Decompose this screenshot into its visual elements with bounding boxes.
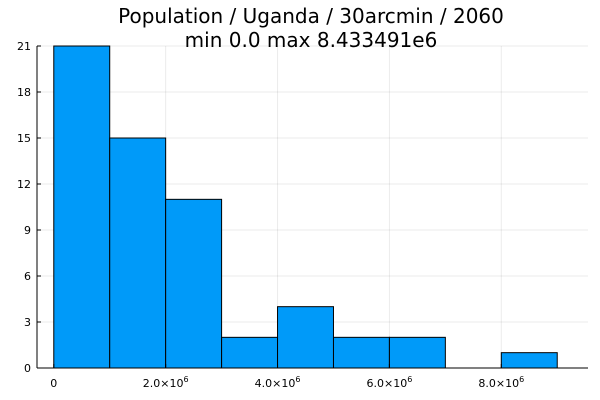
y-tick-label-3: 9	[24, 224, 31, 237]
x-tick-label-4: 8.0×106	[478, 375, 524, 390]
histogram-bar-5	[332, 336, 390, 369]
chart-title-line-2: min 0.0 max 8.433491e6	[185, 28, 438, 52]
y-tick-label-5: 15	[17, 132, 31, 145]
y-tick-label-0: 0	[24, 362, 31, 375]
x-tick-label-3: 6.0×106	[367, 375, 413, 390]
y-tick-label-7: 21	[17, 40, 31, 53]
y-axis-ticks: 0 3 6 9 12 15 18 21	[17, 40, 41, 375]
y-tick-label-1: 3	[24, 316, 31, 329]
x-tick-label-0: 0	[50, 377, 57, 390]
x-tick-label-1: 2.0×106	[143, 375, 189, 390]
histogram-bar-4	[277, 306, 334, 369]
histogram-bar-0	[53, 45, 111, 369]
histogram-bar-8	[500, 352, 558, 369]
y-tick-label-2: 6	[24, 270, 31, 283]
histogram-bar-6	[388, 336, 446, 369]
histogram-bars	[53, 45, 558, 369]
histogram-bar-3	[221, 336, 279, 369]
x-axis-ticks: 0 2.0×106 4.0×106 6.0×106 8.0×106	[50, 364, 524, 390]
x-tick-label-2: 4.0×106	[255, 375, 301, 390]
y-tick-label-4: 12	[17, 178, 31, 191]
chart-title-line-1: Population / Uganda / 30arcmin / 2060	[118, 4, 504, 28]
histogram-bar-1	[109, 137, 167, 369]
y-tick-label-6: 18	[17, 86, 31, 99]
histogram-bar-2	[165, 198, 223, 369]
axes	[36, 46, 588, 369]
